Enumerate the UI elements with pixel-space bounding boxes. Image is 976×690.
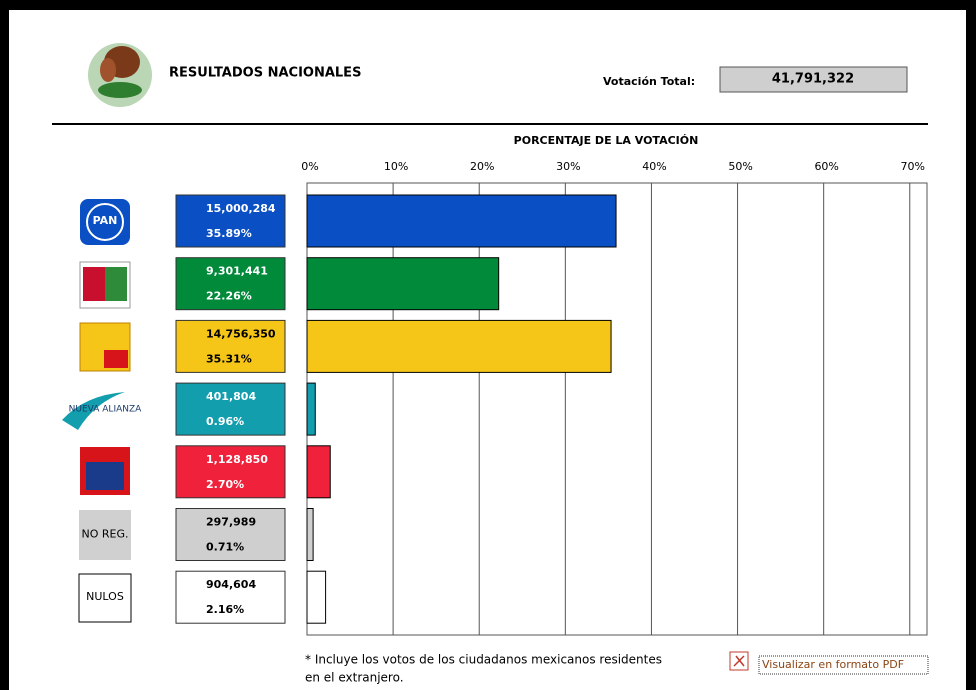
logo-pan-ring	[86, 203, 124, 241]
x-tick-label: 70%	[901, 160, 925, 173]
chart-title: PORCENTAJE DE LA VOTACIÓN	[514, 134, 699, 147]
logo-pri-a	[83, 267, 105, 301]
category-label: NUEVA ALIANZA	[69, 405, 142, 415]
pdf-icon-mark	[733, 655, 745, 667]
vote-count: 297,989	[206, 516, 256, 529]
vote-count: 904,604	[206, 578, 256, 591]
bar	[306, 570, 327, 624]
logo-pan	[80, 199, 130, 245]
value-label: 2.16%	[206, 603, 244, 616]
value-label: 22.26%	[206, 290, 252, 303]
vote-count: 9,301,441	[206, 265, 268, 278]
pdf-link-box[interactable]	[758, 655, 929, 675]
logo-nulos	[78, 573, 132, 623]
frame-left	[0, 0, 9, 690]
bar	[306, 508, 314, 561]
plot-area	[306, 182, 928, 636]
party-logos	[62, 199, 132, 623]
bar	[306, 319, 612, 373]
total-value: 41,791,322	[772, 72, 854, 87]
value-label: 0.96%	[206, 415, 244, 428]
x-tick-label: 60%	[814, 160, 838, 173]
x-tick-label: 20%	[470, 160, 494, 173]
vote-box	[175, 194, 286, 248]
vote-box	[175, 319, 286, 373]
category-label: NO REG.	[82, 528, 129, 541]
header-rule	[52, 123, 928, 125]
logo-na	[62, 392, 125, 430]
vote-box	[175, 257, 286, 311]
value-label: 0.71%	[206, 541, 244, 554]
bar	[306, 257, 500, 311]
page-title: RESULTADOS NACIONALES	[169, 66, 361, 81]
category-label: PAN	[93, 214, 118, 227]
vote-count: 15,000,284	[206, 202, 276, 215]
logo-alt-b	[86, 462, 124, 490]
pdf-link[interactable]: Visualizar en formato PDF	[762, 658, 904, 671]
bar	[306, 445, 331, 499]
vote-box	[175, 508, 286, 561]
logo-pt	[104, 350, 128, 368]
logo-pri-b	[105, 267, 127, 301]
vote-count: 401,804	[206, 390, 256, 403]
vote-box	[175, 570, 286, 624]
vote-box	[175, 382, 286, 436]
value-label: 35.89%	[206, 227, 252, 240]
footnote-line: * Incluye los votos de los ciudadanos me…	[305, 653, 662, 667]
value-label: 2.70%	[206, 478, 244, 491]
x-tick-label: 50%	[728, 160, 752, 173]
frame-right	[966, 0, 976, 690]
x-tick-label: 10%	[384, 160, 408, 173]
bar	[306, 194, 617, 248]
x-tick-label: 0%	[301, 160, 318, 173]
x-tick-label: 30%	[556, 160, 580, 173]
vote-count: 14,756,350	[206, 327, 276, 340]
x-tick-label: 40%	[642, 160, 666, 173]
emblem	[88, 43, 152, 107]
category-label: NULOS	[86, 590, 124, 603]
vote-box	[175, 445, 286, 499]
value-label: 35.31%	[206, 352, 252, 365]
logo-noreg	[79, 510, 131, 560]
total-box	[719, 66, 908, 93]
vote-count: 1,128,850	[206, 453, 268, 466]
frame-top	[0, 0, 976, 10]
footnote-line: en el extranjero.	[305, 671, 404, 685]
total-label: Votación Total:	[603, 75, 695, 88]
chart: 0% 10% 20% 30% 40% 50% 60% 70% 15,000,284 35.89% P…	[69, 160, 925, 635]
bar	[306, 382, 316, 436]
